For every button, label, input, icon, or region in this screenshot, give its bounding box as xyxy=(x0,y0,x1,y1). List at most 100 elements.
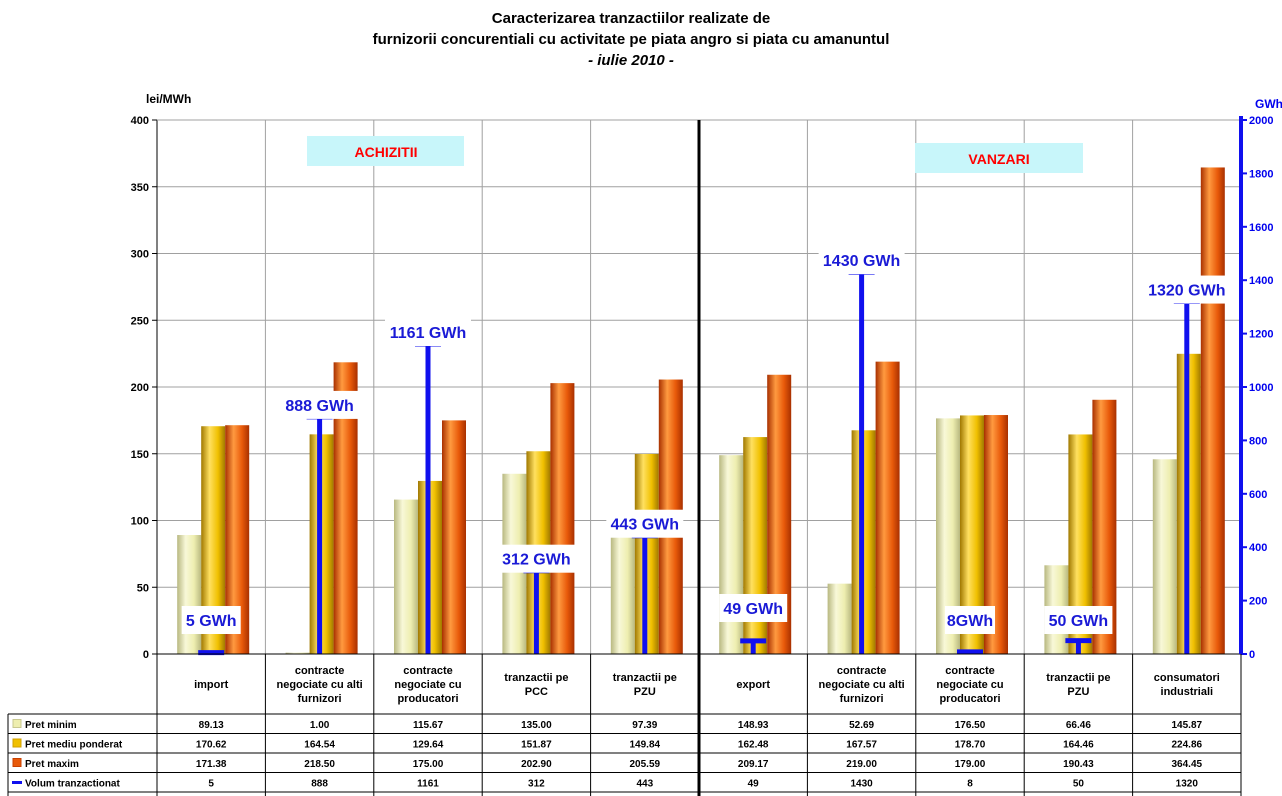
table-cell: 202.90 xyxy=(521,759,552,770)
table-cell: 205.59 xyxy=(630,759,661,770)
volume-label-box xyxy=(818,246,905,275)
category-label: contracte xyxy=(295,665,345,677)
volume-label: 1161 GWh xyxy=(390,325,466,342)
table-cell: 312 xyxy=(528,779,545,790)
y2-tick-label: 1000 xyxy=(1249,382,1273,394)
table-cell: 190.43 xyxy=(1063,759,1094,770)
legend-label: Pret mediu ponderat xyxy=(25,740,123,751)
y-tick-label: 0 xyxy=(143,649,149,661)
table-cell: 129.64 xyxy=(413,740,444,751)
table-cell: 171.38 xyxy=(196,759,227,770)
table-cell: 148.93 xyxy=(738,720,769,731)
table-cell: 135.00 xyxy=(521,720,552,731)
table-cell: 170.62 xyxy=(196,740,227,751)
category-label: contracte xyxy=(945,665,995,677)
volume-label-box xyxy=(181,606,241,634)
section-achizitii-box xyxy=(307,136,464,166)
y2-tick-label: 400 xyxy=(1249,542,1267,554)
axes xyxy=(156,116,1243,796)
y2-tick-label: 200 xyxy=(1249,596,1267,608)
legend-label: Pret maxim xyxy=(25,759,79,770)
volume-label: 50 GWh xyxy=(1049,613,1109,630)
category-label: furnizori xyxy=(840,693,884,705)
category-label: tranzactii pe xyxy=(613,672,677,684)
section-achizitii-label: ACHIZITII xyxy=(355,144,418,160)
volume-label: 5 GWh xyxy=(186,613,237,630)
volume-label: 443 GWh xyxy=(611,517,679,534)
category-label: contracte xyxy=(403,665,453,677)
table-cell: 49 xyxy=(748,779,760,790)
table-cell: 178.70 xyxy=(955,740,986,751)
table-cell: 209.17 xyxy=(738,759,769,770)
section-achizitii: ACHIZITII xyxy=(307,136,464,166)
legend-swatch xyxy=(12,719,22,728)
y2-tick-label: 800 xyxy=(1249,435,1267,447)
table-cell: 175.00 xyxy=(413,759,444,770)
table-cell: 8 xyxy=(967,779,973,790)
bar-pret-maxim xyxy=(550,383,575,654)
bar-pret-minim xyxy=(1152,459,1177,654)
table-cell: 179.00 xyxy=(955,759,986,770)
volume-label: 888 GWh xyxy=(285,398,353,415)
volume-label-box xyxy=(945,606,995,634)
bar-pret-minim xyxy=(394,499,418,654)
category-label: producatori xyxy=(397,693,458,705)
y2-axis-label: GWh xyxy=(1255,97,1282,111)
y-axis-label: lei/MWh xyxy=(146,92,191,106)
chart-title-line2: furnizorii concurentiali cu activitate p… xyxy=(373,31,890,48)
category-label: PZU xyxy=(634,686,656,698)
category-label: negociate cu xyxy=(936,679,1003,691)
category-label: tranzactii pe xyxy=(504,672,568,684)
category-label: furnizori xyxy=(298,693,342,705)
y-tick-label: 400 xyxy=(131,115,149,127)
category-label: PCC xyxy=(525,686,548,698)
volume-label-box xyxy=(1143,275,1230,304)
volume-label: 1430 GWh xyxy=(823,253,900,270)
table-cell: 219.00 xyxy=(846,759,877,770)
volume-label-box xyxy=(497,544,575,573)
category-label: PZU xyxy=(1067,686,1089,698)
table-cell: 66.46 xyxy=(1066,720,1091,731)
category-label: negociate cu alti xyxy=(818,679,904,691)
y-tick-label: 250 xyxy=(131,315,149,327)
category-label: producatori xyxy=(939,693,1000,705)
bar-pret-minim xyxy=(610,523,635,654)
chart-title-line1: Caracterizarea tranzactiilor realizate d… xyxy=(492,10,770,27)
legend-label: Volum tranzactionat xyxy=(25,779,120,790)
legend-label: Pret minim xyxy=(25,720,77,731)
y2-tick-label: 600 xyxy=(1249,489,1267,501)
table-cell: 164.54 xyxy=(304,740,335,751)
table-cell: 164.46 xyxy=(1063,740,1094,751)
legend-swatch xyxy=(12,758,22,767)
volume-labels: 5 GWh 888 GWh 1161 GWh 312 GWh 443 GWh 49 GWh… xyxy=(181,246,1230,634)
table-cell: 1.00 xyxy=(310,720,330,731)
category-label: export xyxy=(736,679,770,691)
table-cell: 149.84 xyxy=(630,740,661,751)
y2-tick-label: 0 xyxy=(1249,649,1255,661)
category-label: negociate cu alti xyxy=(276,679,362,691)
table-cell: 1161 xyxy=(417,779,439,790)
y2-tick-label: 1200 xyxy=(1249,329,1273,341)
legend-swatch xyxy=(12,738,22,748)
table-cell: 151.87 xyxy=(521,740,552,751)
volume-label-box xyxy=(1044,606,1113,634)
volume-label-box xyxy=(281,390,359,419)
table-cell: 52.69 xyxy=(849,720,874,731)
y-tick-label: 200 xyxy=(131,382,149,394)
y2-tick-label: 2000 xyxy=(1249,115,1273,127)
y-tick-label: 150 xyxy=(131,449,149,461)
category-label: negociate cu xyxy=(394,679,461,691)
y-tick-label: 350 xyxy=(131,182,149,194)
table-cell: 5 xyxy=(208,779,214,790)
volume-label: 312 GWh xyxy=(502,552,570,569)
table-cell: 1430 xyxy=(850,779,873,790)
table-cell: 364.45 xyxy=(1172,759,1203,770)
table-cell: 224.86 xyxy=(1172,740,1203,751)
table-cell: 218.50 xyxy=(304,759,335,770)
y-tick-label: 300 xyxy=(131,249,149,261)
volume-label: 8GWh xyxy=(947,613,993,630)
y2-tick-label: 1600 xyxy=(1249,222,1273,234)
bar-pret-maxim xyxy=(1200,167,1225,655)
volume-label: 1320 GWh xyxy=(1148,283,1225,300)
